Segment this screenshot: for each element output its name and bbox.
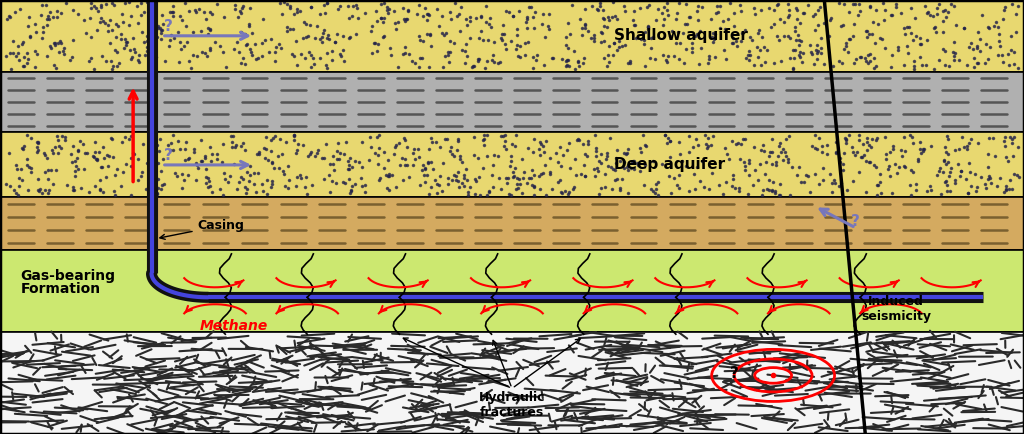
Text: Formation: Formation (20, 282, 100, 296)
Text: Deep aquifer: Deep aquifer (614, 158, 726, 172)
Text: Methane: Methane (200, 319, 268, 332)
Text: Shallow aquifer: Shallow aquifer (614, 28, 749, 43)
Bar (0, 197, 1024, 250)
Text: Gas-bearing: Gas-bearing (20, 269, 116, 283)
Text: ?: ? (164, 19, 173, 33)
Bar (0, 132, 1024, 197)
Bar (0, 332, 1024, 434)
Text: ?: ? (164, 148, 173, 163)
Bar (0, 72, 1024, 132)
Bar (0, 0, 1024, 72)
Text: ?: ? (851, 214, 859, 229)
Text: ?: ? (730, 365, 739, 381)
Text: Induced
seismicity: Induced seismicity (861, 295, 931, 323)
Text: Hydraulic
fractures: Hydraulic fractures (479, 391, 545, 419)
Bar (0, 250, 1024, 332)
Text: Casing: Casing (160, 219, 245, 239)
